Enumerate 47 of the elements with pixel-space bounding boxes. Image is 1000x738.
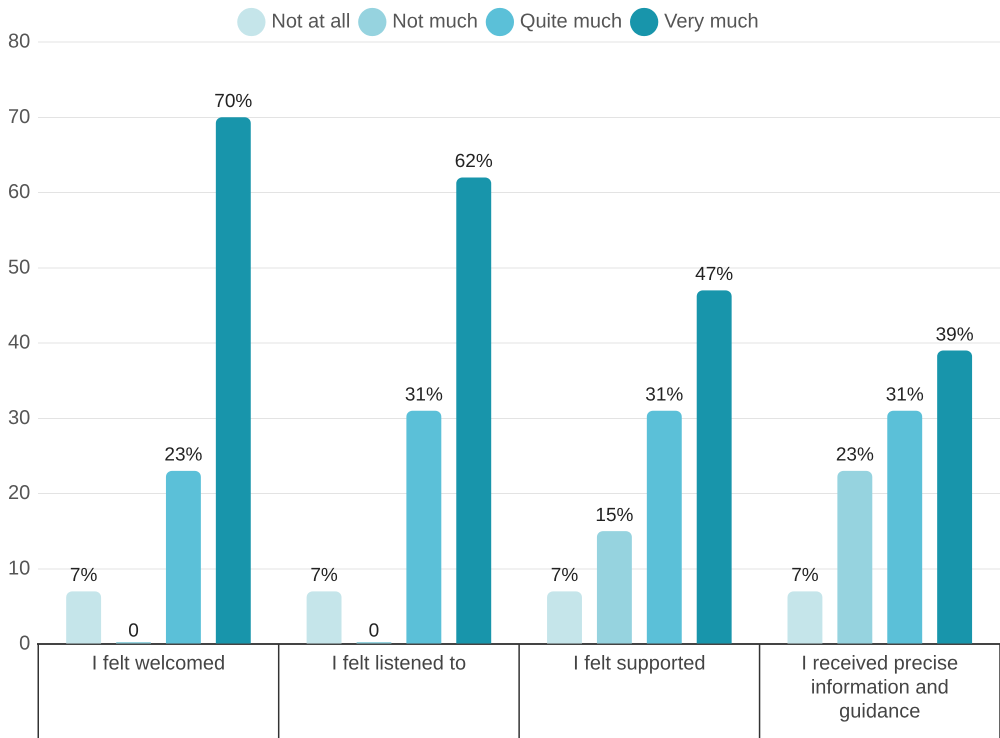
bar <box>696 290 732 644</box>
bar <box>787 591 822 644</box>
legend-label: Quite much <box>520 10 622 33</box>
data-label: 47% <box>695 264 734 286</box>
bar <box>887 410 922 644</box>
y-tick-label: 40 <box>8 332 30 354</box>
data-label: 7% <box>791 565 819 586</box>
bar <box>646 410 682 644</box>
data-label: 31% <box>886 384 924 406</box>
data-label: 31% <box>404 384 443 406</box>
data-label: 7% <box>70 565 98 586</box>
bar <box>456 177 492 644</box>
x-tick-label: I felt listened to <box>332 652 466 675</box>
bar <box>937 350 972 644</box>
data-label: 15% <box>595 504 634 526</box>
data-label: 62% <box>454 151 493 172</box>
y-tick-label: 30 <box>8 406 30 429</box>
data-label: 39% <box>936 324 974 346</box>
data-label: 31% <box>645 384 684 406</box>
x-tick-label: I received precise information and guidance <box>801 652 958 723</box>
bar <box>166 470 201 644</box>
y-tick-label: 70 <box>8 106 30 128</box>
bar <box>406 410 442 644</box>
legend-label: Not much <box>392 10 478 33</box>
x-tick-label: I felt welcomed <box>92 652 226 675</box>
data-label: 7% <box>550 565 578 586</box>
data-label: 23% <box>836 444 874 466</box>
x-tick-label: I felt supported <box>573 652 706 675</box>
bar <box>596 531 632 644</box>
y-tick-label: 0 <box>19 632 30 655</box>
legend-label: Very much <box>664 10 759 33</box>
bar <box>216 117 251 644</box>
legend-label: Not at all <box>271 10 350 33</box>
data-label: 70% <box>214 90 252 112</box>
y-tick-label: 50 <box>8 256 30 278</box>
bar <box>66 591 102 644</box>
y-tick-label: 10 <box>8 557 30 580</box>
y-tick-label: 20 <box>8 482 30 504</box>
data-label: 0 <box>368 620 380 642</box>
data-label: 7% <box>310 565 338 586</box>
bar <box>837 470 872 644</box>
bar <box>547 591 582 644</box>
y-tick-label: 80 <box>8 30 30 53</box>
data-label: 0 <box>128 620 139 642</box>
bar <box>306 591 342 644</box>
data-label: 23% <box>164 444 203 466</box>
y-tick-label: 60 <box>8 181 30 204</box>
